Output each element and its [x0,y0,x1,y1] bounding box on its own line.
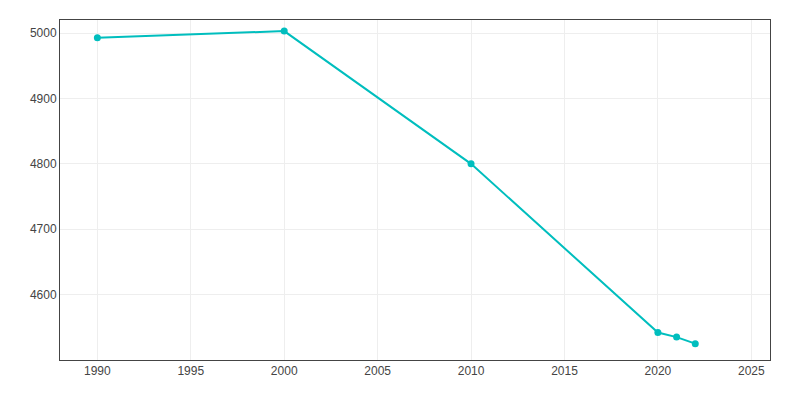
svg-text:2000: 2000 [271,364,298,378]
svg-text:2015: 2015 [551,364,578,378]
svg-text:4600: 4600 [30,288,57,302]
svg-text:1995: 1995 [177,364,204,378]
svg-text:2005: 2005 [364,364,391,378]
svg-text:2010: 2010 [458,364,485,378]
svg-text:2020: 2020 [645,364,672,378]
svg-text:1990: 1990 [84,364,111,378]
svg-text:5000: 5000 [30,26,57,40]
svg-text:4700: 4700 [30,222,57,236]
svg-text:2025: 2025 [738,364,765,378]
svg-text:4800: 4800 [30,157,57,171]
svg-text:4900: 4900 [30,92,57,106]
